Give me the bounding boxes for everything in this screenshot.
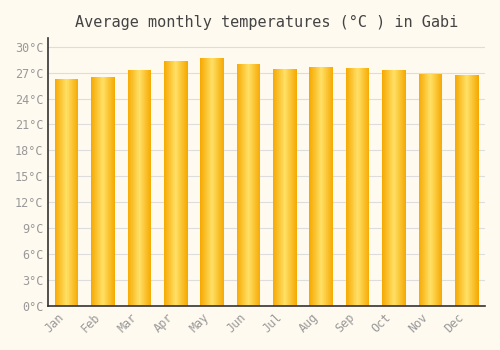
- Title: Average monthly temperatures (°C ) in Gabi: Average monthly temperatures (°C ) in Ga…: [75, 15, 458, 30]
